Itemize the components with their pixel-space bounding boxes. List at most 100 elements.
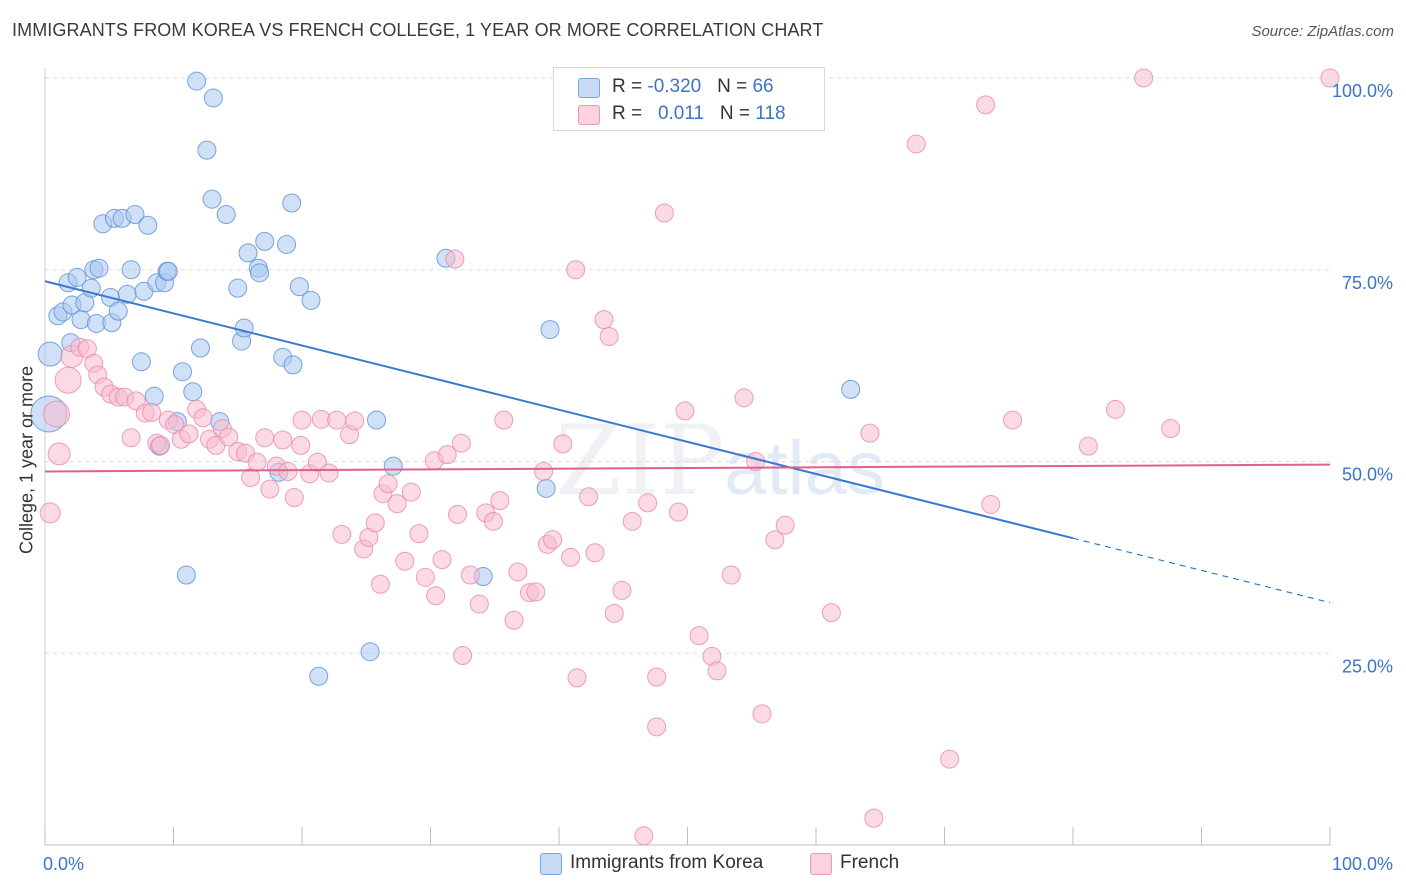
korea-trend-line — [44, 280, 1074, 540]
french-point — [622, 511, 642, 531]
french-point — [634, 826, 654, 846]
french-point — [142, 402, 162, 422]
french-point — [647, 667, 667, 687]
french-point — [981, 494, 1001, 514]
french-point — [345, 411, 365, 431]
french-point — [567, 668, 587, 688]
korea-point — [282, 193, 302, 213]
french-point — [638, 493, 658, 513]
french-point — [47, 442, 71, 466]
french-point — [689, 626, 709, 646]
french-point — [594, 310, 614, 330]
french-point — [1320, 68, 1340, 88]
french-point — [526, 582, 546, 602]
korea-point — [540, 320, 560, 340]
y-tick-label: 100.0% — [1332, 81, 1393, 101]
korea-point — [289, 277, 309, 297]
x-tick-label: 100.0% — [1332, 854, 1393, 874]
chart-title: IMMIGRANTS FROM KOREA VS FRENCH COLLEGE,… — [12, 20, 824, 40]
legend-r-label: R = — [612, 76, 648, 97]
korea-point — [536, 478, 556, 498]
source-credit: Source: ZipAtlas.com — [1251, 23, 1394, 40]
french-point — [543, 530, 563, 550]
legend-n-value: 66 — [752, 76, 774, 97]
korea-point — [202, 189, 222, 209]
korea-point — [383, 456, 403, 476]
french-point — [1134, 68, 1154, 88]
korea-point — [183, 382, 203, 402]
french-point — [378, 474, 398, 494]
french-point — [1105, 399, 1125, 419]
french-point — [179, 424, 199, 444]
legend-n-value: 118 — [755, 103, 786, 124]
korea-point — [67, 267, 87, 287]
french-point — [599, 326, 619, 346]
korea-point — [277, 234, 297, 254]
korea-point — [228, 278, 248, 298]
y-tick-label: 75.0% — [1342, 273, 1393, 293]
korea-point — [841, 379, 861, 399]
french-point — [151, 435, 171, 455]
french-point — [460, 565, 480, 585]
french-point — [54, 366, 82, 394]
french-point — [451, 433, 471, 453]
legend-r-value: 0.011 — [657, 103, 705, 124]
korea-point — [367, 410, 387, 430]
french-point — [260, 479, 280, 499]
french-point — [43, 400, 71, 428]
korea-point — [250, 263, 270, 283]
french-point — [976, 95, 996, 115]
french-point — [765, 530, 785, 550]
french-point — [365, 513, 385, 533]
korea-point — [176, 565, 196, 585]
korea-point — [309, 666, 329, 686]
korea-point — [301, 290, 321, 310]
y-tick-label: 50.0% — [1342, 465, 1393, 485]
french-point — [752, 704, 772, 724]
french-point — [553, 434, 573, 454]
axes — [44, 68, 1331, 846]
french-point — [860, 423, 880, 443]
french-point — [675, 401, 695, 421]
y-tick-label: 25.0% — [1342, 656, 1393, 676]
french-point — [585, 543, 605, 563]
french-point — [247, 452, 267, 472]
french-point — [1003, 410, 1023, 430]
french-point — [291, 435, 311, 455]
french-point — [415, 567, 435, 587]
french-point — [579, 487, 599, 507]
french-point — [453, 646, 473, 666]
legend-n-label: N = — [717, 76, 753, 97]
tick-labels: 25.0% 50.0% 75.0% 100.0% 0.0% 100.0% — [43, 81, 1393, 874]
french-point — [469, 594, 489, 614]
french-point — [561, 547, 581, 567]
trend-lines — [44, 280, 1331, 604]
legend-n-label: N = — [719, 103, 756, 124]
korea-point — [190, 338, 210, 358]
legend-r-value: -0.320 — [647, 76, 702, 97]
french-point — [401, 482, 421, 502]
french-point — [292, 410, 312, 430]
korea-point — [234, 318, 254, 338]
korea-point — [131, 352, 151, 372]
french-point — [447, 504, 467, 524]
french-point — [327, 410, 347, 430]
french-point — [707, 661, 727, 681]
french-point — [508, 562, 528, 582]
korea-trend-extension — [1072, 537, 1331, 604]
french-point — [284, 488, 304, 508]
korea-point — [238, 243, 258, 263]
korea-point — [283, 355, 303, 375]
data-points — [30, 68, 1340, 846]
bottom-legend-swatch-korea — [540, 853, 562, 875]
bottom-legend-swatch-french — [810, 853, 832, 875]
korea-point — [125, 205, 145, 225]
french-point — [566, 260, 586, 280]
french-point — [490, 491, 510, 511]
french-point — [278, 461, 298, 481]
french-point — [273, 430, 293, 450]
correlation-legend: R = -0.320 N = 66 R = 0.011 N = 118 — [553, 67, 825, 131]
korea-point — [255, 231, 275, 251]
french-point — [395, 551, 415, 571]
